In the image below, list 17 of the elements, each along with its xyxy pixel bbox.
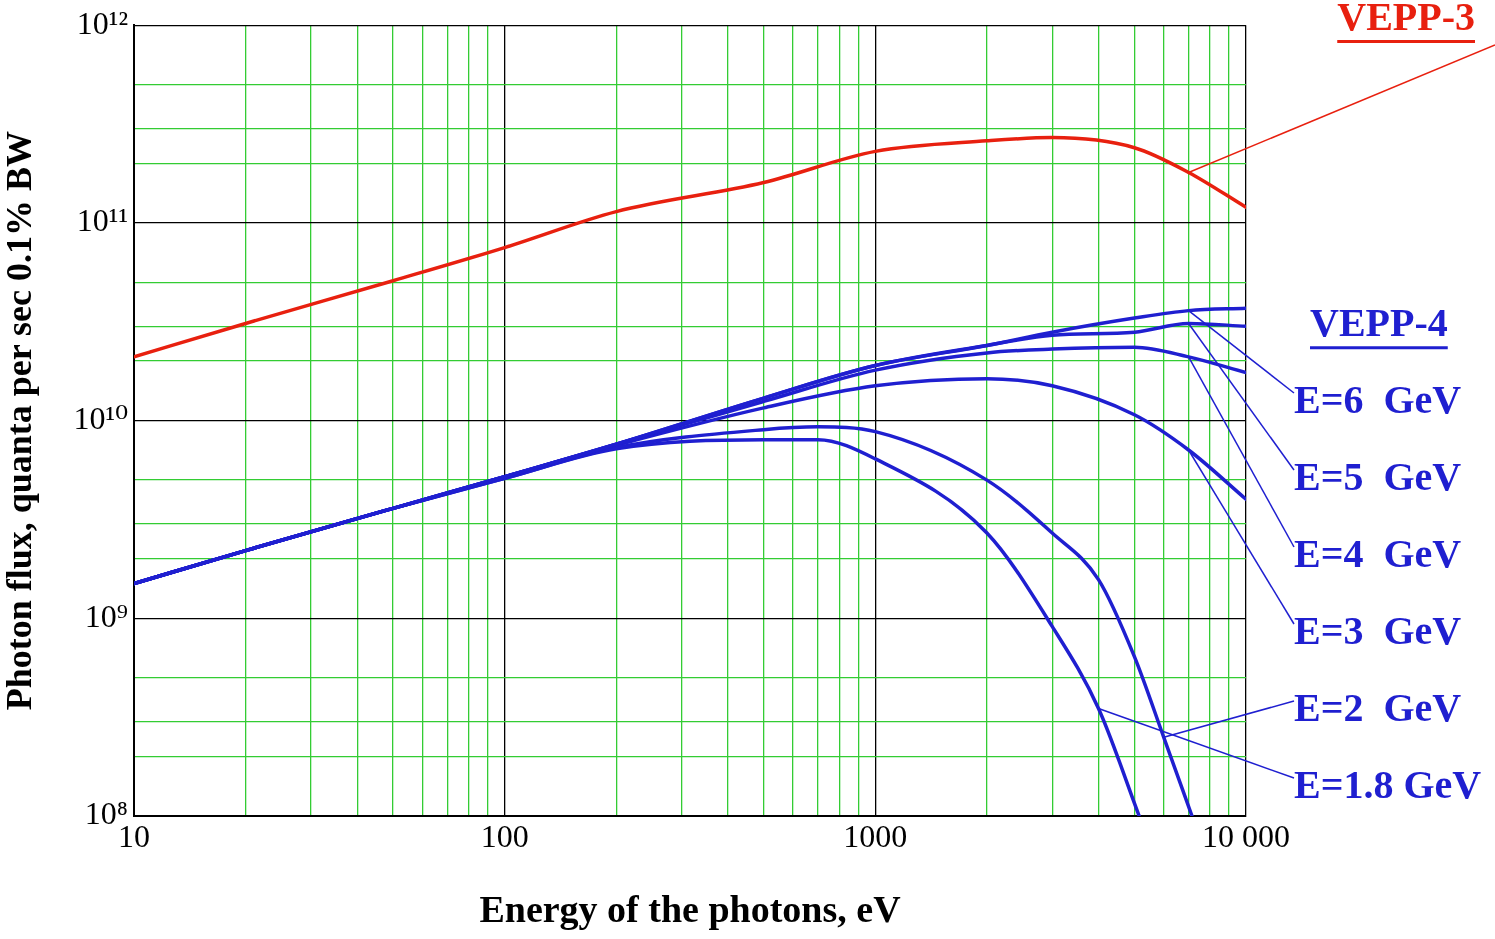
x-tick-label: 100 bbox=[480, 817, 529, 854]
y-tick-label: 10¹² bbox=[76, 4, 128, 41]
y-tick-label: 10⁹ bbox=[84, 597, 128, 634]
text: E=6 GeV bbox=[1294, 377, 1462, 423]
x-tick-label: 10 000 bbox=[1202, 817, 1290, 854]
text: E=4 GeV bbox=[1294, 531, 1462, 577]
y-tick-label: 10¹¹ bbox=[76, 202, 128, 239]
text: E=5 GeV bbox=[1294, 454, 1462, 500]
text: E=1.8 GeV bbox=[1294, 762, 1482, 808]
x-axis-title: Energy of the photons, eV bbox=[479, 888, 902, 931]
legend-label: E=2 GeV bbox=[1294, 685, 1462, 731]
x-tick-label: 1000 bbox=[843, 817, 908, 854]
y-tick-label: 10¹⁰ bbox=[73, 400, 128, 437]
annotation: VEPP-4 bbox=[1310, 299, 1448, 345]
text: E=3 GeV bbox=[1294, 608, 1462, 654]
y-axis-title: Photon flux, quanta per sec 0.1% BW bbox=[0, 130, 39, 711]
text: VEPP-3 bbox=[1337, 0, 1476, 40]
